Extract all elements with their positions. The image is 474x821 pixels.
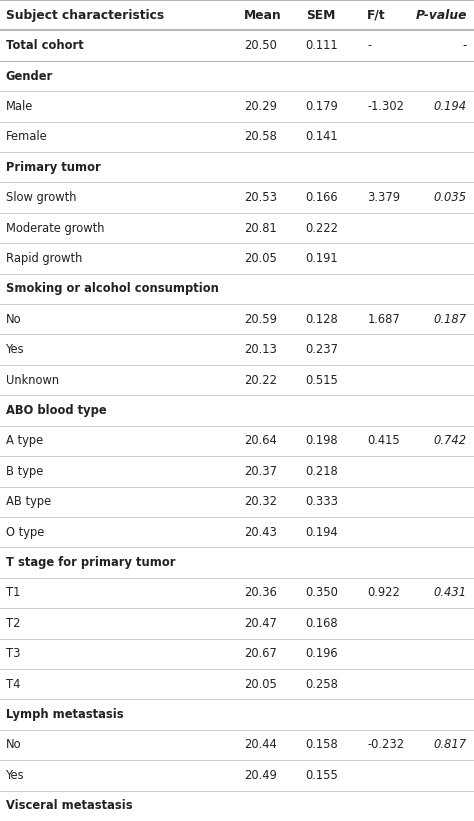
Text: A type: A type [6, 434, 43, 447]
Text: 0.128: 0.128 [306, 313, 338, 326]
Text: 20.36: 20.36 [244, 586, 277, 599]
Text: 0.194: 0.194 [434, 100, 467, 113]
Text: -: - [463, 39, 467, 52]
Text: 0.258: 0.258 [306, 677, 338, 690]
Text: Male: Male [6, 100, 33, 113]
Text: 20.32: 20.32 [244, 495, 277, 508]
Text: Gender: Gender [6, 70, 53, 83]
Text: 0.237: 0.237 [306, 343, 339, 356]
Text: 20.58: 20.58 [244, 131, 277, 144]
Text: 0.141: 0.141 [306, 131, 338, 144]
Text: O type: O type [6, 525, 44, 539]
Text: 0.350: 0.350 [306, 586, 338, 599]
Text: 0.166: 0.166 [306, 191, 338, 204]
Text: -0.232: -0.232 [367, 738, 404, 751]
Text: 0.194: 0.194 [306, 525, 338, 539]
Text: 0.196: 0.196 [306, 647, 338, 660]
Text: Slow growth: Slow growth [6, 191, 76, 204]
Text: 20.05: 20.05 [244, 677, 277, 690]
Text: -1.302: -1.302 [367, 100, 404, 113]
Text: Total cohort: Total cohort [6, 39, 83, 52]
Text: ABO blood type: ABO blood type [6, 404, 106, 417]
Text: -: - [367, 39, 372, 52]
Text: Visceral metastasis: Visceral metastasis [6, 800, 132, 812]
Text: Subject characteristics: Subject characteristics [6, 9, 164, 21]
Text: Lymph metastasis: Lymph metastasis [6, 708, 123, 721]
Text: SEM: SEM [306, 9, 335, 21]
Text: Unknown: Unknown [6, 374, 59, 387]
Text: Primary tumor: Primary tumor [6, 161, 100, 174]
Text: F/t: F/t [367, 9, 386, 21]
Text: B type: B type [6, 465, 43, 478]
Text: Yes: Yes [6, 343, 24, 356]
Text: 0.187: 0.187 [434, 313, 467, 326]
Text: Moderate growth: Moderate growth [6, 222, 104, 235]
Text: 0.222: 0.222 [306, 222, 339, 235]
Text: 20.22: 20.22 [244, 374, 277, 387]
Text: 20.81: 20.81 [244, 222, 277, 235]
Text: 0.415: 0.415 [367, 434, 400, 447]
Text: 20.43: 20.43 [244, 525, 277, 539]
Text: 0.111: 0.111 [306, 39, 338, 52]
Text: 0.218: 0.218 [306, 465, 338, 478]
Text: 0.742: 0.742 [434, 434, 467, 447]
Text: T3: T3 [6, 647, 20, 660]
Text: 0.168: 0.168 [306, 617, 338, 630]
Text: Smoking or alcohol consumption: Smoking or alcohol consumption [6, 282, 219, 296]
Text: T4: T4 [6, 677, 20, 690]
Text: No: No [6, 738, 21, 751]
Text: AB type: AB type [6, 495, 51, 508]
Text: 20.67: 20.67 [244, 647, 277, 660]
Text: Mean: Mean [244, 9, 282, 21]
Text: 3.379: 3.379 [367, 191, 401, 204]
Text: 0.817: 0.817 [434, 738, 467, 751]
Text: 20.53: 20.53 [244, 191, 277, 204]
Text: 20.05: 20.05 [244, 252, 277, 265]
Text: 0.333: 0.333 [306, 495, 339, 508]
Text: 20.64: 20.64 [244, 434, 277, 447]
Text: 0.158: 0.158 [306, 738, 338, 751]
Text: T stage for primary tumor: T stage for primary tumor [6, 556, 175, 569]
Text: 0.922: 0.922 [367, 586, 400, 599]
Text: 0.198: 0.198 [306, 434, 338, 447]
Text: 20.50: 20.50 [244, 39, 277, 52]
Text: 20.37: 20.37 [244, 465, 277, 478]
Text: Yes: Yes [6, 769, 24, 782]
Text: 1.687: 1.687 [367, 313, 400, 326]
Text: 0.035: 0.035 [434, 191, 467, 204]
Text: 0.431: 0.431 [434, 586, 467, 599]
Text: 20.44: 20.44 [244, 738, 277, 751]
Text: T2: T2 [6, 617, 20, 630]
Text: 0.179: 0.179 [306, 100, 338, 113]
Text: 20.59: 20.59 [244, 313, 277, 326]
Text: 0.191: 0.191 [306, 252, 338, 265]
Text: 0.155: 0.155 [306, 769, 338, 782]
Text: 20.47: 20.47 [244, 617, 277, 630]
Text: T1: T1 [6, 586, 20, 599]
Text: 0.515: 0.515 [306, 374, 338, 387]
Text: P-value: P-value [416, 9, 467, 21]
Text: 20.49: 20.49 [244, 769, 277, 782]
Text: No: No [6, 313, 21, 326]
Text: Rapid growth: Rapid growth [6, 252, 82, 265]
Text: 20.29: 20.29 [244, 100, 277, 113]
Text: 20.13: 20.13 [244, 343, 277, 356]
Text: Female: Female [6, 131, 47, 144]
